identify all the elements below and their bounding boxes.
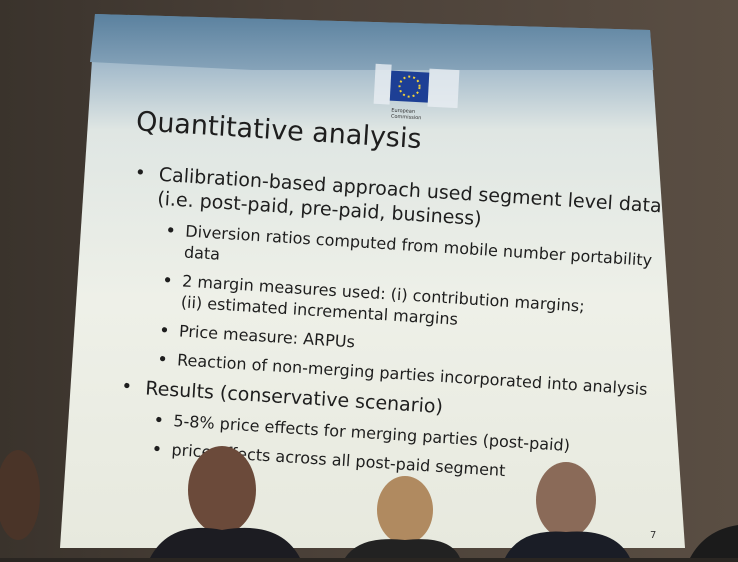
page-number: 7	[650, 530, 657, 541]
ec-logo: European Commission	[370, 60, 464, 135]
logo-graphic	[373, 63, 460, 109]
